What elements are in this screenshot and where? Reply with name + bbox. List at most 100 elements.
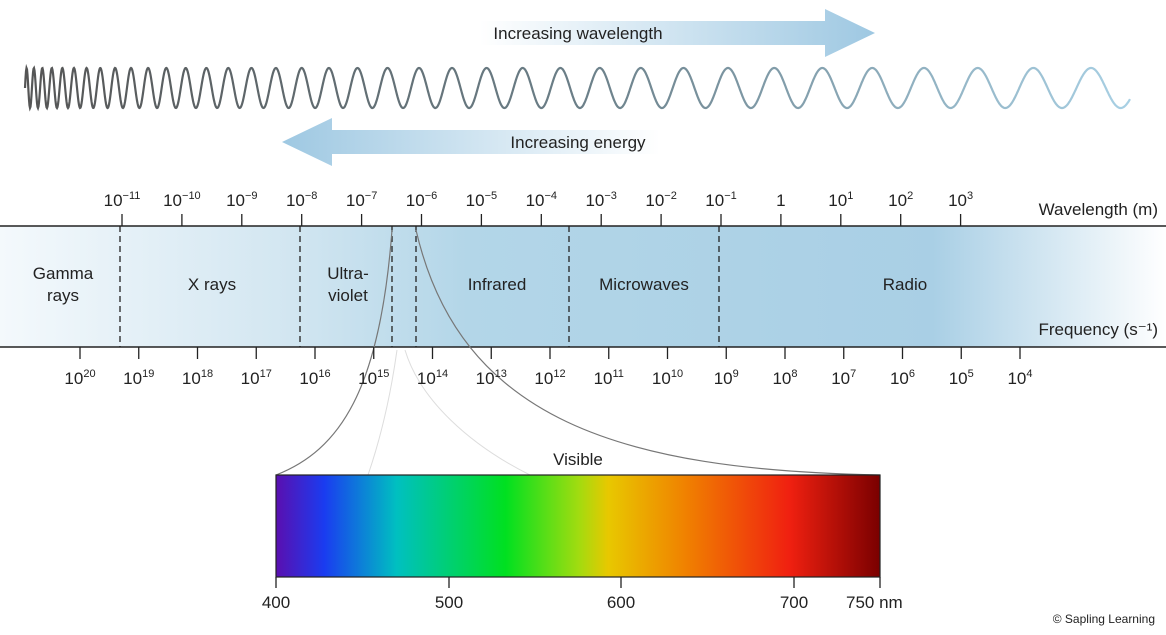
- region-label: Gamma: [33, 264, 94, 283]
- tick-label: 10−7: [346, 190, 377, 210]
- tick-exponent: −7: [365, 190, 378, 202]
- tick-exponent: 7: [850, 368, 856, 380]
- tick-base: 10: [831, 369, 850, 388]
- tick-base: 10: [226, 191, 245, 210]
- tick-exponent: −6: [425, 190, 438, 202]
- region-label: Radio: [883, 275, 927, 294]
- tick-base: 10: [888, 191, 907, 210]
- tick-exponent: 14: [436, 368, 448, 380]
- tick-exponent: −1: [724, 190, 737, 202]
- tick-exponent: 13: [495, 368, 507, 380]
- tick-label: 101: [828, 190, 853, 210]
- region-label: violet: [328, 286, 368, 305]
- tick-base: 10: [585, 191, 604, 210]
- region-label: X rays: [188, 275, 236, 294]
- tick-label: 10−10: [163, 190, 201, 210]
- tick-base: 10: [64, 369, 83, 388]
- wave: [23, 63, 1131, 112]
- tick-exponent: 5: [968, 368, 974, 380]
- tick-label: 10−11: [104, 190, 141, 210]
- tick-label: 104: [1007, 368, 1032, 388]
- tick-base: 10: [645, 191, 664, 210]
- tick-label: 10−6: [406, 190, 437, 210]
- tick-exponent: 20: [83, 368, 95, 380]
- tick-exponent: 4: [1026, 368, 1032, 380]
- tick-label: 10−5: [466, 190, 497, 210]
- tick-exponent: −10: [182, 190, 201, 202]
- tick-exponent: −4: [544, 190, 557, 202]
- tick-base: 10: [714, 369, 733, 388]
- visible-tick-label: 750 nm: [846, 593, 903, 612]
- tick-exponent: −11: [123, 190, 141, 202]
- tick-base: 10: [594, 369, 613, 388]
- tick-exponent: 16: [318, 368, 330, 380]
- tick-base: 10: [346, 191, 365, 210]
- tick-label: 105: [949, 368, 974, 388]
- tick-base: 10: [652, 369, 671, 388]
- visible-tick-label: 500: [435, 593, 463, 612]
- tick-label: 1: [776, 191, 785, 210]
- tick-label: 106: [890, 368, 915, 388]
- tick-base: 10: [948, 191, 967, 210]
- visible-spectrum: [275, 474, 881, 578]
- tick-base: 10: [534, 369, 553, 388]
- tick-label: 10−2: [645, 190, 676, 210]
- tick-base: 10: [123, 369, 142, 388]
- tick-label: 10−8: [286, 190, 317, 210]
- tick-label: 1013: [476, 368, 507, 388]
- arrow-right: [480, 9, 875, 57]
- tick-label: 1012: [534, 368, 565, 388]
- tick-label: 1014: [417, 368, 448, 388]
- region-label: Microwaves: [599, 275, 689, 294]
- tick-exponent: 12: [553, 368, 565, 380]
- tick-base: 10: [358, 369, 377, 388]
- credit: © Sapling Learning: [1053, 612, 1155, 626]
- tick-base: 10: [772, 369, 791, 388]
- tick-label: 10−4: [526, 190, 557, 210]
- tick-label: 1016: [299, 368, 330, 388]
- tick-base: 10: [299, 369, 318, 388]
- tick-exponent: 8: [791, 368, 797, 380]
- tick-exponent: 6: [909, 368, 915, 380]
- tick-base: 10: [406, 191, 425, 210]
- tick-base: 10: [104, 191, 123, 210]
- tick-label: 10−3: [585, 190, 616, 210]
- tick-base: 10: [949, 369, 968, 388]
- tick-exponent: 2: [907, 190, 913, 202]
- arrow-label: Increasing energy: [510, 133, 646, 152]
- tick-exponent: −5: [485, 190, 498, 202]
- tick-label: 10−9: [226, 190, 257, 210]
- tick-base: 10: [526, 191, 545, 210]
- tick-label: 1010: [652, 368, 683, 388]
- tick-base: 10: [705, 191, 724, 210]
- funnel-line: [367, 349, 398, 476]
- tick-label: 1011: [594, 368, 624, 388]
- tick-exponent: −8: [305, 190, 318, 202]
- tick-label: 1018: [182, 368, 213, 388]
- visible-tick-label: 400: [262, 593, 290, 612]
- tick-exponent: 18: [201, 368, 213, 380]
- tick-exponent: −2: [664, 190, 677, 202]
- tick-label: 10−1: [705, 190, 736, 210]
- axis-title: Wavelength (m): [1039, 200, 1158, 219]
- visible-tick-label: 600: [607, 593, 635, 612]
- tick-label: 107: [831, 368, 856, 388]
- tick-base: 10: [286, 191, 305, 210]
- tick-label: 102: [888, 190, 913, 210]
- tick-label: 109: [714, 368, 739, 388]
- arrow-label: Increasing wavelength: [493, 24, 662, 43]
- tick-exponent: 19: [142, 368, 154, 380]
- tick-label: 108: [772, 368, 797, 388]
- tick-exponent: 10: [671, 368, 683, 380]
- region-dividers: [119, 226, 720, 347]
- tick-label: 1019: [123, 368, 154, 388]
- spectrum-band: [0, 226, 1166, 347]
- tick-base: 10: [241, 369, 260, 388]
- tick-base: 10: [163, 191, 182, 210]
- tick-exponent: 9: [733, 368, 739, 380]
- visible-label: Visible: [553, 450, 603, 469]
- tick-exponent: 15: [377, 368, 389, 380]
- arrow-left: [282, 118, 660, 166]
- tick-exponent: 17: [260, 368, 272, 380]
